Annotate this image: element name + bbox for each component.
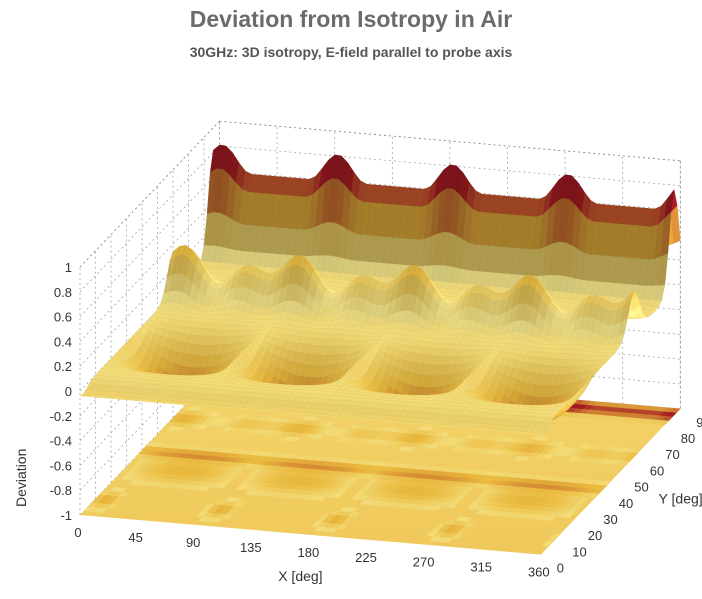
- chart-subtitle: 30GHz: 3D isotropy, E-field parallel to …: [189, 44, 513, 60]
- z-tick-label: 0.6: [54, 310, 72, 325]
- floor-cell: [211, 517, 223, 523]
- grid-line: [79, 145, 220, 293]
- floor-cell: [545, 515, 557, 521]
- z-tick-label: 0: [65, 384, 72, 399]
- y-tick-label: 40: [619, 496, 633, 511]
- floor-cell: [541, 541, 553, 547]
- grid-frame: [219, 120, 681, 162]
- floor-cell: [96, 507, 108, 513]
- chart-title: Deviation from Isotropy in Air: [189, 6, 513, 32]
- y-tick-label: 30: [603, 512, 617, 527]
- y-tick-label: 0: [557, 561, 564, 576]
- grid-frame: [79, 120, 220, 268]
- z-tick-label: -0.4: [50, 434, 72, 449]
- floor-cell: [430, 505, 442, 511]
- floor-cell: [404, 446, 416, 452]
- z-tick-label: -0.8: [50, 483, 72, 498]
- z-tick-label: 1: [65, 260, 72, 275]
- floor-cell: [427, 444, 439, 450]
- grid-line: [79, 344, 220, 491]
- y-tick-label: 70: [665, 447, 679, 462]
- y-axis-label: Y [deg]: [659, 491, 702, 507]
- floor-cell: [519, 456, 531, 462]
- floor-cell: [216, 483, 229, 489]
- y-tick-label: 80: [681, 431, 695, 446]
- deviation-surface: [79, 144, 681, 436]
- y-tick-label: 60: [650, 463, 664, 478]
- floor-cell: [332, 492, 344, 499]
- x-tick-label: 135: [240, 540, 262, 555]
- z-tick-label: -0.2: [50, 409, 72, 424]
- floor-cell: [588, 493, 600, 499]
- floor-cell: [441, 537, 454, 543]
- z-tick-label: 0.8: [54, 285, 72, 300]
- z-tick-label: -0.6: [50, 458, 72, 473]
- x-tick-label: 270: [413, 555, 435, 570]
- floor-cell: [106, 504, 118, 510]
- x-tick-label: 315: [470, 560, 492, 575]
- z-tick-label: 0.2: [54, 359, 72, 374]
- y-tick-label: 10: [572, 544, 586, 559]
- floor-cell: [326, 527, 338, 533]
- z-axis-label: Deviation: [13, 449, 29, 507]
- floor-cell: [288, 436, 301, 442]
- floor-cell: [657, 420, 670, 426]
- x-tick-label: 0: [74, 525, 81, 540]
- x-tick-label: 180: [298, 545, 320, 560]
- z-tick-label: 0.4: [54, 334, 72, 349]
- floor-cell: [221, 514, 233, 520]
- floor-cell: [315, 495, 327, 502]
- x-tick-label: 45: [128, 530, 142, 545]
- x-tick-label: 90: [186, 535, 200, 550]
- grid-line: [79, 170, 220, 317]
- floor-cell: [452, 533, 464, 540]
- floor-cell: [447, 502, 459, 508]
- y-tick-label: 20: [588, 528, 602, 543]
- y-tick-label: 50: [634, 480, 648, 495]
- z-tick-label: -1: [60, 508, 72, 523]
- x-tick-label: 225: [355, 550, 377, 565]
- floor-cell: [312, 434, 324, 440]
- floor-cell: [542, 454, 554, 460]
- grid-line: [79, 220, 220, 367]
- floor-cell: [336, 524, 349, 530]
- floor-cell: [619, 460, 631, 466]
- y-tick-label: 90: [696, 415, 702, 430]
- floor-cell: [200, 486, 212, 492]
- floor-cell: [196, 424, 208, 430]
- floor-cell: [173, 426, 185, 432]
- grid-line: [79, 195, 220, 342]
- floor-cell: [562, 512, 574, 518]
- x-axis-label: X [deg]: [278, 568, 322, 584]
- x-tick-label: 360: [528, 565, 550, 580]
